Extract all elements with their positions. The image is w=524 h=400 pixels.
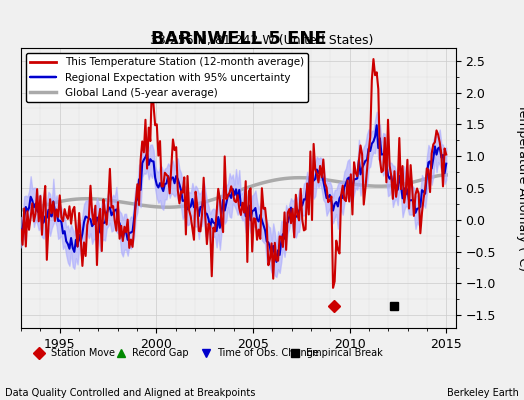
Text: 33.256 N, 81.242 W (United States): 33.256 N, 81.242 W (United States) xyxy=(150,34,374,47)
Text: Data Quality Controlled and Aligned at Breakpoints: Data Quality Controlled and Aligned at B… xyxy=(5,388,256,398)
Y-axis label: Temperature Anomaly (°C): Temperature Anomaly (°C) xyxy=(516,104,524,272)
Text: Berkeley Earth: Berkeley Earth xyxy=(447,388,519,398)
Title: BARNWELL 5 ENE: BARNWELL 5 ENE xyxy=(150,30,326,48)
Legend: This Temperature Station (12-month average), Regional Expectation with 95% uncer: This Temperature Station (12-month avera… xyxy=(26,53,308,102)
